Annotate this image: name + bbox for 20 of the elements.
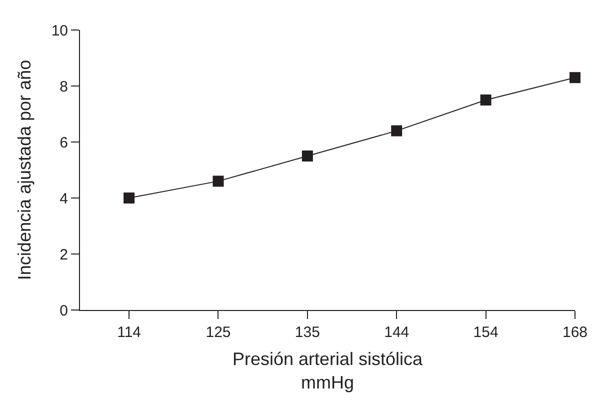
y-axis-title: Incidencia ajustada por año	[14, 60, 35, 280]
point	[391, 125, 402, 136]
point	[212, 176, 224, 187]
point	[302, 150, 313, 162]
x-tick-label: 168	[562, 324, 588, 341]
y-tick-label: 4	[60, 190, 68, 208]
point	[480, 94, 492, 106]
y-tick-label: 8	[60, 78, 68, 96]
point	[124, 192, 135, 204]
point	[570, 72, 580, 84]
x-axis-title: Presión arterial sistólica mmHg	[232, 349, 424, 392]
x-tick-label: 114	[117, 324, 142, 341]
y-tick-label: 6	[60, 134, 68, 152]
x-tick-label: 125	[206, 324, 231, 341]
x-tick-label: 154	[473, 324, 498, 341]
x-tick-label: 144	[384, 324, 410, 341]
x-tick-label: 135	[294, 324, 320, 341]
y-tick-label: 10	[51, 22, 68, 40]
y-tick-label: 2	[60, 246, 68, 264]
y-tick-label: 0	[60, 302, 68, 320]
